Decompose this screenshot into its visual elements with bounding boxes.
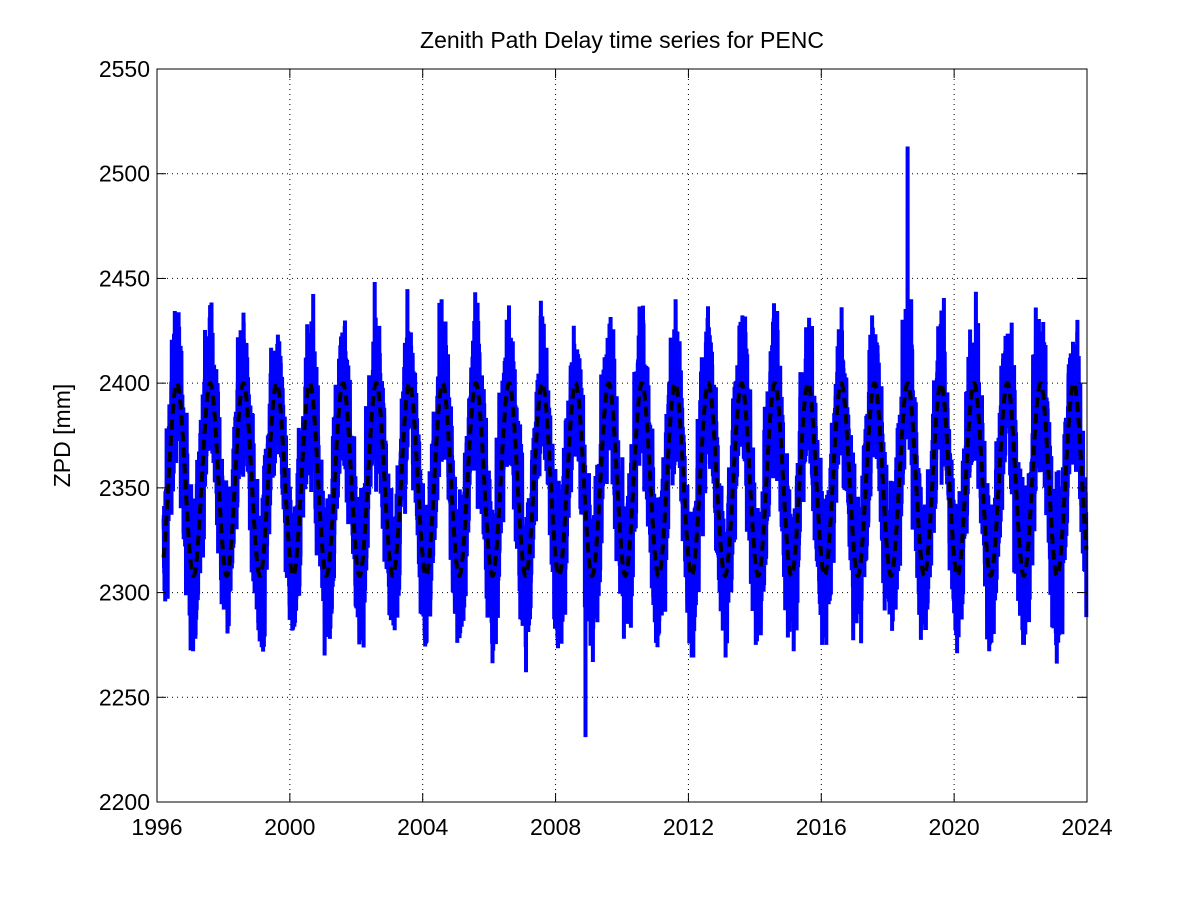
y-tick-label: 2200 bbox=[99, 789, 150, 815]
y-axis-label: ZPD [mm] bbox=[49, 384, 75, 488]
x-tick-label: 2008 bbox=[530, 814, 581, 840]
grid bbox=[157, 69, 1087, 802]
x-tick-label: 2020 bbox=[929, 814, 980, 840]
series-layer bbox=[161, 146, 1089, 738]
y-tick-label: 2300 bbox=[99, 580, 150, 606]
x-tick-label: 2000 bbox=[264, 814, 315, 840]
tick-marks bbox=[156, 68, 1088, 803]
y-tick-label: 2400 bbox=[99, 370, 150, 396]
x-tick-label: 1996 bbox=[131, 814, 182, 840]
fitted-model-series bbox=[161, 380, 1089, 579]
x-tick-labels: 1996 2000 2004 2008 2012 2016 2020 2024 bbox=[131, 814, 1112, 840]
y-tick-label: 2500 bbox=[99, 161, 150, 187]
y-tick-labels: 2200 2250 2300 2350 2400 2450 2500 2550 bbox=[99, 56, 150, 815]
y-tick-label: 2450 bbox=[99, 265, 150, 291]
x-tick-label: 2004 bbox=[397, 814, 448, 840]
y-tick-label: 2250 bbox=[99, 684, 150, 710]
chart-title: Zenith Path Delay time series for PENC bbox=[420, 27, 824, 53]
y-tick-label: 2550 bbox=[99, 56, 150, 82]
x-tick-label: 2024 bbox=[1061, 814, 1112, 840]
axes-frame bbox=[156, 68, 1088, 803]
x-tick-label: 2012 bbox=[663, 814, 714, 840]
x-tick-label: 2016 bbox=[796, 814, 847, 840]
y-tick-label: 2350 bbox=[99, 475, 150, 501]
